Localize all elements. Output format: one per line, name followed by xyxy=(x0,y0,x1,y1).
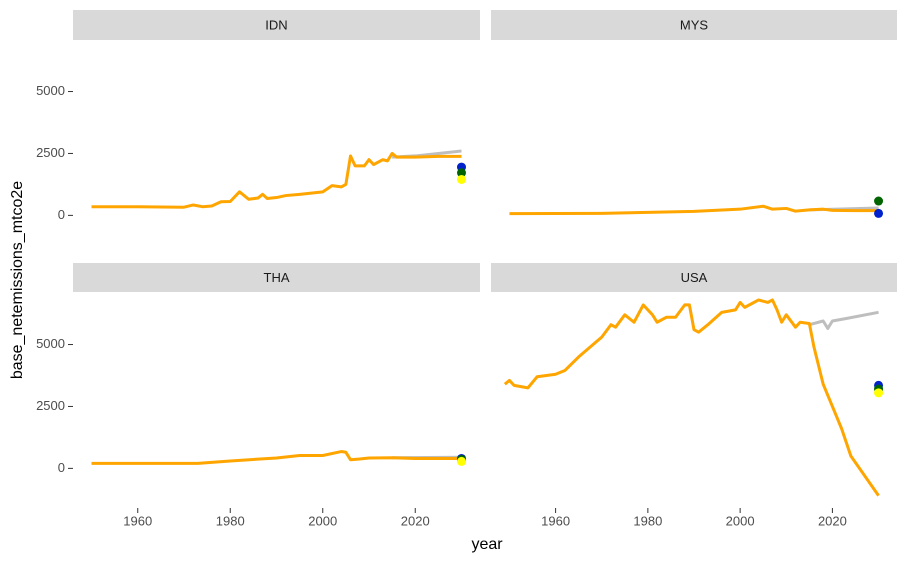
point xyxy=(457,457,466,466)
x-tick-label: 2000 xyxy=(308,513,337,528)
x-tick-label: 1960 xyxy=(123,513,152,528)
series-line xyxy=(809,312,878,328)
point xyxy=(874,388,883,397)
panel-title: IDN xyxy=(265,17,287,32)
panel-title: MYS xyxy=(680,17,709,32)
series-line xyxy=(92,452,462,464)
x-tick-label: 2020 xyxy=(401,513,430,528)
x-tick-label: 1960 xyxy=(541,513,570,528)
y-axis-title: base_netemissions_mtco2e xyxy=(9,181,26,379)
panel-title: USA xyxy=(681,270,708,285)
x-tick-label: 1980 xyxy=(216,513,245,528)
y-tick-label: 2500 xyxy=(36,398,65,413)
y-tick-label: 5000 xyxy=(36,83,65,98)
x-tick-label: 2000 xyxy=(726,513,755,528)
y-tick-label: 2500 xyxy=(36,145,65,160)
x-tick-label: 2020 xyxy=(818,513,847,528)
series-line xyxy=(92,153,462,207)
point xyxy=(457,175,466,184)
point xyxy=(874,209,883,218)
series-line xyxy=(505,300,879,496)
x-tick-label: 1980 xyxy=(633,513,662,528)
series-line xyxy=(509,206,878,213)
point xyxy=(874,197,883,206)
y-tick-label: 0 xyxy=(58,460,65,475)
y-tick-label: 0 xyxy=(58,207,65,222)
panel-title: THA xyxy=(264,270,290,285)
x-axis-title: year xyxy=(471,536,503,553)
y-tick-label: 5000 xyxy=(36,336,65,351)
